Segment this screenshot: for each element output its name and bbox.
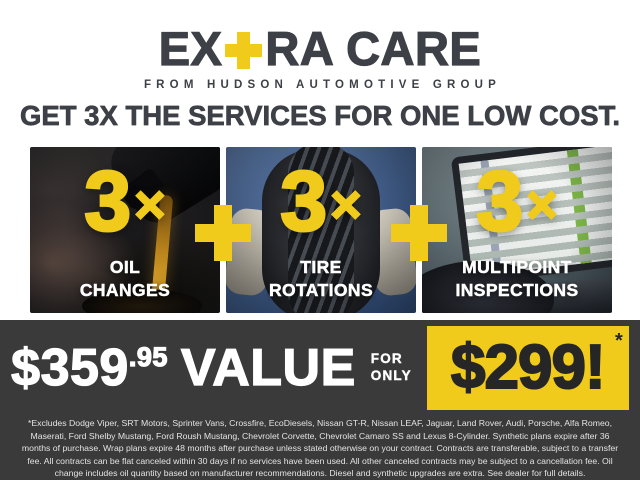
offer-row: $359 .95 VALUE FOR ONLY $299! * xyxy=(0,323,640,413)
brand-tagline: FROM HUDSON AUTOMOTIVE GROUP xyxy=(143,79,502,91)
times-symbol: × xyxy=(525,175,559,235)
times-symbol: × xyxy=(329,175,363,235)
disclaimer-text: *Excludes Dodge Viper, SRT Motors, Sprin… xyxy=(21,418,619,479)
multipoint-inspections-panel: 3 × MULTIPOINT INSPECTIONS xyxy=(422,147,612,313)
value-word: VALUE xyxy=(180,339,356,397)
sale-price: $299! xyxy=(450,333,607,402)
oil-puddle-shape xyxy=(82,289,202,313)
plus-icon xyxy=(195,205,251,261)
plus-icon xyxy=(225,32,263,69)
label-line-2: CHANGES xyxy=(79,279,171,300)
label-line-1: MULTIPOINT xyxy=(462,257,572,278)
tire-rotations-label: TIRE ROTATIONS xyxy=(226,256,416,301)
oil-changes-panel: 3 × OIL CHANGES xyxy=(30,147,220,313)
tire-rotations-panel: 3 × TIRE ROTATIONS xyxy=(226,147,416,313)
value-dollars: $359 xyxy=(11,339,129,397)
tire-multiplier: 3 × xyxy=(226,154,416,248)
offer-band: $359 .95 VALUE FOR ONLY $299! * *Exclude… xyxy=(0,320,640,480)
tire-tread-shape xyxy=(288,147,354,313)
value-cents: .95 xyxy=(128,342,168,372)
label-line-1: TIRE xyxy=(300,257,342,278)
times-symbol: × xyxy=(133,175,167,235)
brand-logo: EX RA CARE FROM HUDSON AUTOMOTIVE GROUP xyxy=(0,22,640,91)
multipoint-inspections-label: MULTIPOINT INSPECTIONS xyxy=(422,256,612,301)
footnote-asterisk: * xyxy=(615,330,623,352)
for-only-label: FOR ONLY xyxy=(371,351,412,385)
oil-multiplier: 3 × xyxy=(30,154,220,248)
logo-wordmark: EX RA CARE xyxy=(0,22,640,75)
multiplier-number: 3 xyxy=(475,154,525,248)
inspection-multiplier: 3 × xyxy=(422,154,612,248)
label-line-2: ROTATIONS xyxy=(268,279,374,300)
for-word: FOR xyxy=(370,351,403,367)
only-word: ONLY xyxy=(370,368,412,383)
multiplier-number: 3 xyxy=(279,154,329,248)
plus-icon xyxy=(391,205,447,261)
sale-price-box: $299! * xyxy=(426,326,629,410)
value-price: $359 .95 VALUE xyxy=(11,339,356,397)
logo-text-suffix: RA CARE xyxy=(265,22,482,75)
label-line-2: INSPECTIONS xyxy=(455,279,579,300)
headline: GET 3X THE SERVICES FOR ONE LOW COST. xyxy=(20,100,621,132)
multiplier-number: 3 xyxy=(83,154,133,248)
oil-changes-label: OIL CHANGES xyxy=(30,256,220,301)
service-panels: 3 × OIL CHANGES 3 × TIRE ROTATIONS xyxy=(30,147,612,313)
logo-text-prefix: EX xyxy=(158,22,223,75)
label-line-1: OIL xyxy=(109,257,141,278)
